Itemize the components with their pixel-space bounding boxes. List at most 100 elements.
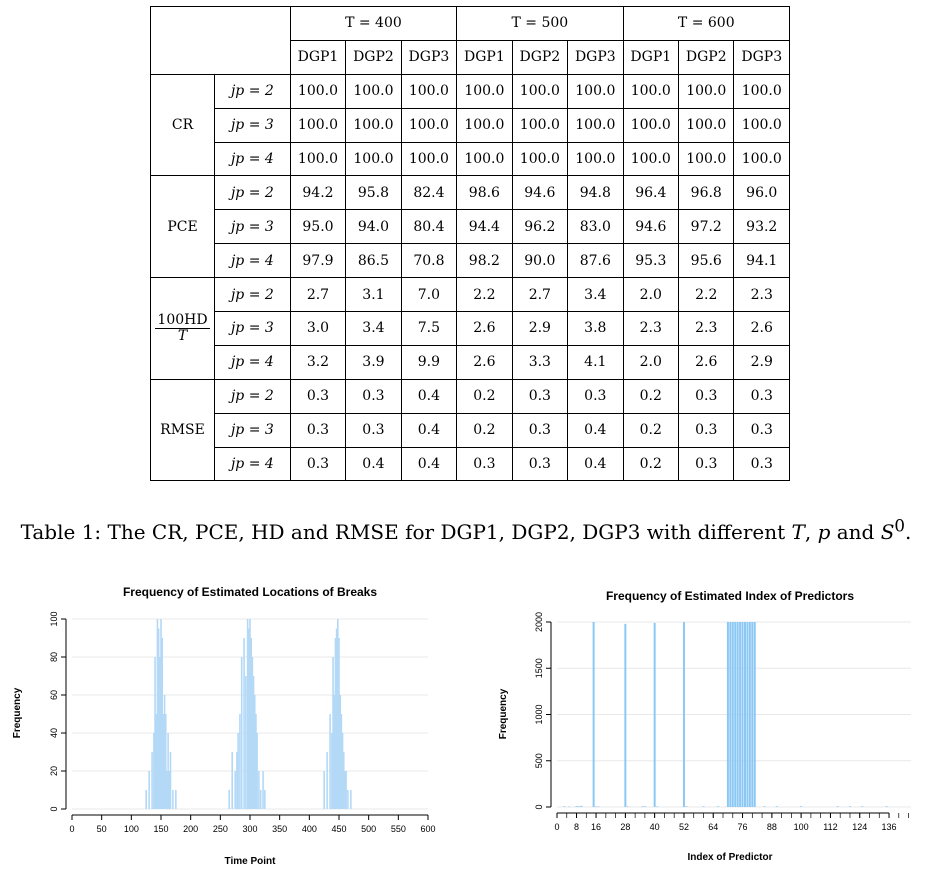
chart1-xlabel: Time Point — [225, 856, 277, 867]
value-cell: 0.2 — [622, 378, 680, 414]
bar — [731, 622, 734, 807]
bar — [151, 752, 153, 809]
bar — [739, 622, 742, 807]
bar — [653, 622, 656, 807]
x-tick-label: 150 — [153, 824, 168, 834]
y-tick-label: 0 — [534, 804, 544, 809]
value-cell: 80.4 — [400, 209, 458, 245]
bar — [264, 790, 266, 809]
bar — [577, 806, 580, 807]
bar — [243, 638, 245, 809]
dgp-header: DGP1 — [289, 39, 347, 75]
corner-cell — [150, 6, 291, 75]
value-cell: 100.0 — [345, 107, 402, 143]
value-cell: 70.8 — [400, 243, 458, 279]
table-row: jp = 3 95.0 94.0 80.4 94.4 96.2 83.0 94.6 97.2 93… — [151, 209, 790, 245]
jp-cell: jp = 3 — [214, 311, 291, 346]
value-cell: 97.2 — [678, 209, 735, 245]
bar — [656, 806, 659, 808]
bar — [685, 806, 688, 807]
value-cell: 2.2 — [456, 277, 513, 313]
value-cell: 97.9 — [289, 243, 347, 279]
bar — [164, 714, 167, 809]
value-cell: 100.0 — [733, 73, 790, 109]
value-cell: 3.9 — [345, 344, 402, 380]
bar — [262, 771, 264, 809]
bar — [741, 622, 744, 807]
bar — [702, 806, 705, 807]
block-label-numerator: 100HD — [155, 311, 210, 329]
group-header: T = 500 — [456, 6, 624, 41]
bar — [575, 806, 578, 807]
bar — [259, 790, 262, 809]
y-tick-label: 2000 — [534, 612, 544, 632]
x-tick-label: 100 — [794, 822, 809, 832]
value-cell: 94.4 — [456, 209, 513, 245]
bar — [641, 806, 644, 807]
results-table-wrapper: T = 400 T = 500 T = 600 DGP1 DGP2 DGP3 DGP1 DGP… — [150, 6, 791, 482]
bar — [734, 622, 737, 807]
value-cell: 7.5 — [400, 311, 458, 346]
value-cell: 9.9 — [400, 344, 458, 380]
chart1-title: Frequency of Estimated Locations of Brea… — [123, 585, 377, 599]
value-cell: 94.2 — [289, 175, 347, 211]
value-cell: 2.3 — [622, 311, 680, 346]
break-locations-chart: Frequency of Estimated Locations of Brea… — [12, 585, 436, 867]
value-cell: 0.4 — [567, 412, 624, 448]
bar — [153, 733, 155, 809]
value-cell: 100.0 — [678, 141, 735, 177]
block-label: CR — [150, 73, 215, 177]
table-row: jp = 3 3.0 3.4 7.5 2.6 2.9 3.8 2.3 2.3 2.6 — [151, 311, 790, 346]
bar — [743, 622, 746, 807]
bar — [748, 622, 751, 807]
x-tick-label: 0 — [554, 822, 559, 832]
dgp-header: DGP1 — [456, 39, 513, 75]
value-cell: 95.6 — [678, 243, 735, 279]
bar — [717, 806, 720, 807]
y-tick-label: 1000 — [534, 704, 544, 724]
value-cell: 0.3 — [289, 446, 347, 482]
table-row: jp = 3 0.3 0.3 0.4 0.2 0.3 0.4 0.2 0.3 0.3 — [151, 412, 790, 448]
value-cell: 94.0 — [345, 209, 402, 245]
value-cell: 0.3 — [733, 446, 790, 482]
jp-cell: jp = 3 — [214, 209, 291, 245]
bar — [167, 733, 169, 809]
value-cell: 2.7 — [511, 277, 569, 313]
value-cell: 100.0 — [733, 141, 790, 177]
table-row: CR jp = 2 100.0 100.0 100.0 100.0 100.0 100.0 10… — [150, 73, 790, 177]
value-cell: 0.3 — [345, 412, 402, 448]
value-cell: 100.0 — [567, 73, 624, 109]
value-cell: 0.2 — [622, 412, 680, 448]
dgp-header: DGP2 — [345, 39, 402, 75]
bar — [347, 790, 349, 809]
value-cell: 0.4 — [400, 378, 458, 414]
bar — [332, 657, 334, 809]
value-cell: 86.5 — [345, 243, 402, 279]
bar — [736, 622, 739, 807]
bar — [338, 638, 340, 809]
bar — [252, 676, 255, 809]
block-label: RMSE — [150, 378, 215, 482]
bar — [682, 622, 685, 807]
bar — [231, 752, 233, 809]
bar — [249, 619, 251, 809]
value-cell: 4.1 — [567, 344, 624, 380]
jp-cell: jp = 4 — [214, 141, 291, 177]
value-cell: 0.3 — [678, 412, 735, 448]
bar — [168, 771, 171, 809]
dgp-header: DGP2 — [678, 39, 735, 75]
value-cell: 96.4 — [622, 175, 680, 211]
bar — [726, 622, 729, 807]
value-cell: 100.0 — [400, 73, 458, 109]
bar — [160, 619, 162, 809]
x-tick-label: 350 — [272, 824, 287, 834]
value-cell: 87.6 — [567, 243, 624, 279]
bar — [340, 714, 343, 809]
header-row-groups: T = 400 T = 500 T = 600 — [150, 6, 791, 75]
value-cell: 96.0 — [733, 175, 790, 211]
bar — [240, 657, 243, 809]
value-cell: 100.0 — [567, 107, 624, 143]
value-cell: 2.0 — [622, 344, 680, 380]
jp-cell: jp = 2 — [214, 277, 291, 313]
value-cell: 2.3 — [733, 277, 790, 313]
